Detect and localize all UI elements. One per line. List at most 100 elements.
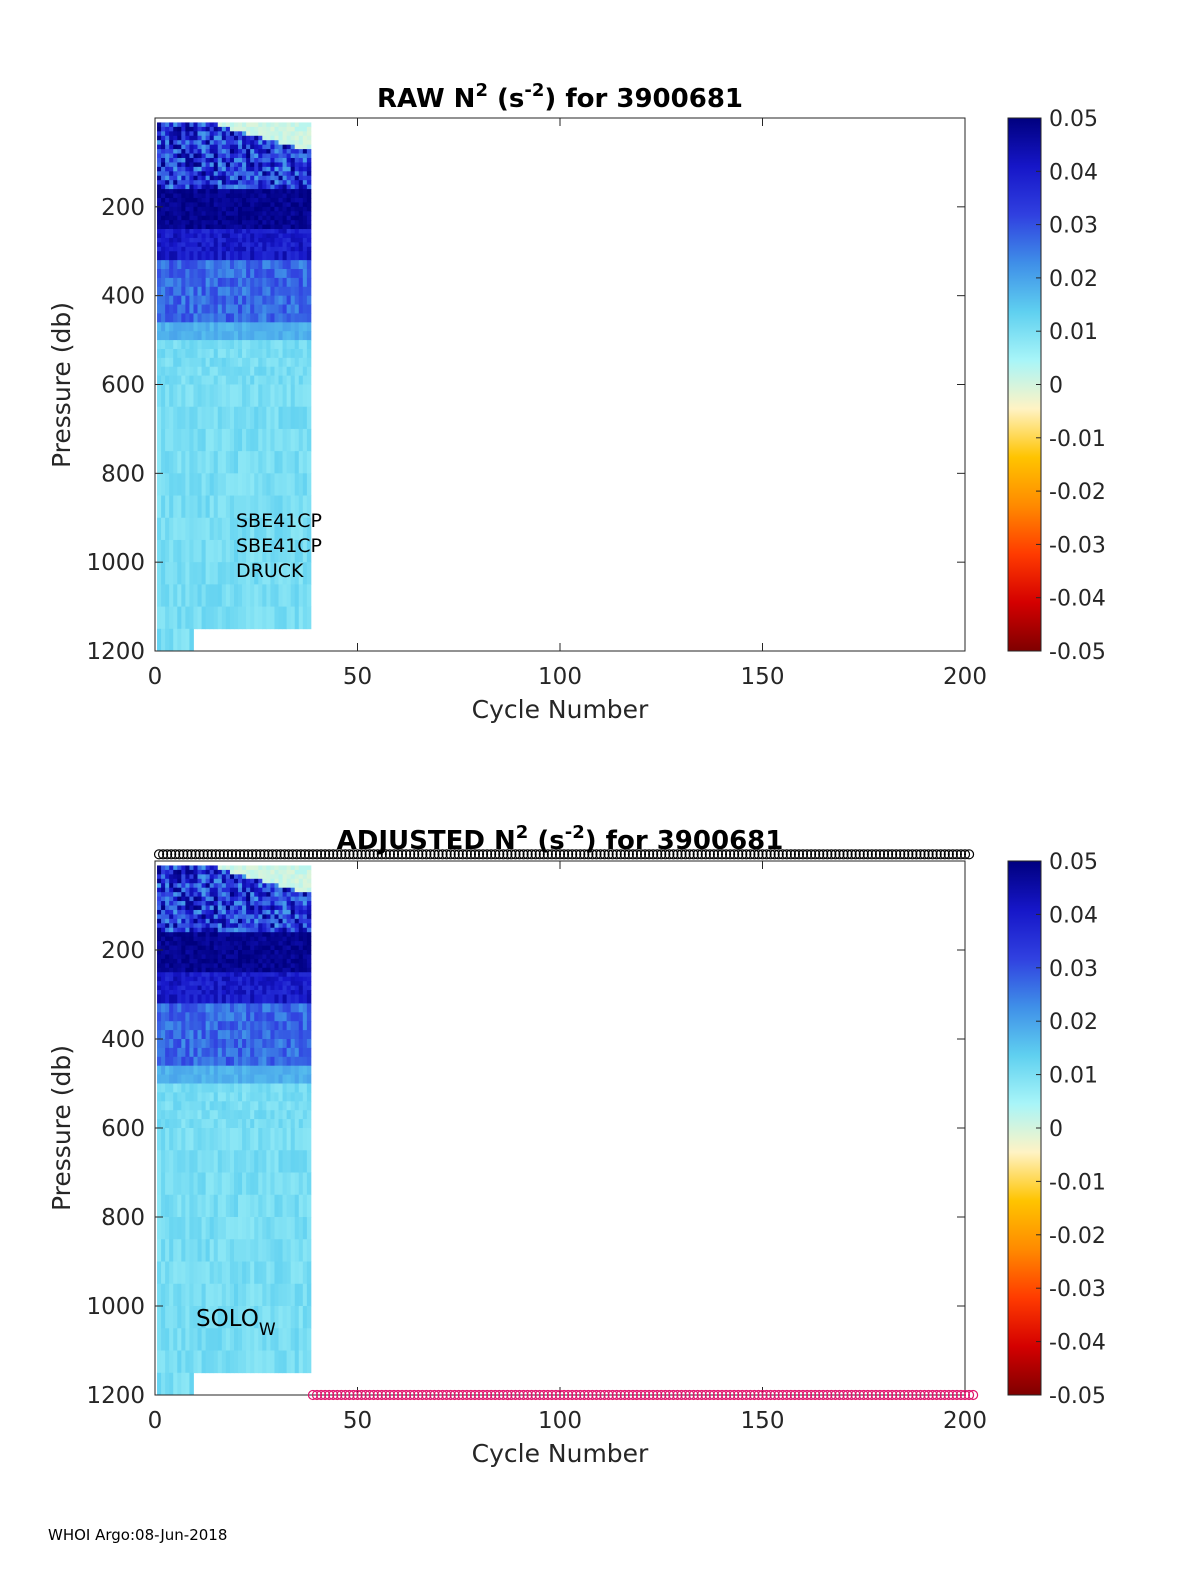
heatmap-cell	[262, 1056, 267, 1067]
cycle-marker	[939, 1389, 950, 1401]
heatmap-cell	[290, 1128, 296, 1151]
heatmap-cell	[262, 451, 267, 474]
heatmap-cell	[221, 1092, 227, 1102]
heatmap-cell	[302, 1283, 308, 1307]
heatmap-cell	[169, 153, 174, 159]
heatmap-cell	[286, 157, 292, 163]
heatmap-cell	[185, 322, 190, 332]
heatmap-cell	[173, 122, 178, 128]
heatmap-cell	[290, 1039, 296, 1049]
heatmap-cell	[306, 246, 312, 252]
heatmap-cell	[177, 985, 182, 991]
heatmap-cell	[298, 1030, 304, 1040]
heatmap-cell	[286, 878, 292, 884]
heatmap-cell	[193, 157, 198, 163]
heatmap-cell	[302, 348, 308, 359]
heatmap-cell	[233, 1056, 239, 1067]
cycle-marker	[635, 1389, 647, 1401]
heatmap-cell	[238, 162, 243, 168]
heatmap-cell	[278, 896, 283, 902]
heatmap-cell	[298, 963, 304, 969]
heatmap-cell	[221, 918, 227, 924]
heatmap-cell	[177, 1150, 182, 1173]
heatmap-cell	[278, 331, 283, 341]
heatmap-cell	[274, 242, 279, 248]
heatmap-cell	[165, 517, 170, 541]
heatmap-cell	[201, 1092, 207, 1102]
heatmap-cell	[201, 517, 207, 541]
heatmap-cell	[181, 1092, 186, 1102]
heatmap-cell	[262, 348, 267, 359]
heatmap-cell	[294, 606, 300, 630]
heatmap-cell	[282, 945, 288, 951]
heatmap-cell	[229, 242, 235, 248]
heatmap-cell	[229, 166, 235, 172]
heatmap-cell	[157, 135, 162, 141]
heatmap-cell	[306, 153, 312, 159]
heatmap-cell	[201, 246, 207, 252]
heatmap-cell	[169, 295, 174, 305]
heatmap-cell	[306, 331, 312, 341]
cycle-marker	[263, 849, 274, 860]
heatmap-cell	[262, 233, 267, 239]
heatmap-cell	[282, 277, 288, 288]
heatmap-cell	[258, 927, 263, 933]
heatmap-cell	[189, 357, 194, 368]
heatmap-cell	[205, 366, 211, 377]
heatmap-cell	[205, 131, 211, 137]
cycle-marker	[611, 849, 622, 860]
heatmap-cell	[173, 286, 178, 297]
heatmap-cell	[274, 229, 279, 234]
cycle-marker	[506, 849, 517, 860]
heatmap-cell	[270, 606, 275, 630]
heatmap-cell	[225, 1030, 231, 1040]
heatmap-cell	[217, 932, 223, 938]
heatmap-cell	[270, 166, 275, 172]
heatmap-cell	[270, 495, 275, 519]
heatmap-cell	[205, 1083, 211, 1093]
heatmap-cell	[306, 357, 312, 368]
heatmap-cell	[266, 251, 271, 261]
cycle-marker	[959, 1389, 971, 1401]
heatmap-cell	[201, 1101, 207, 1111]
heatmap-cell	[262, 180, 267, 186]
heatmap-cell	[185, 1261, 190, 1285]
heatmap-cell	[201, 1283, 207, 1307]
heatmap-cell	[238, 1261, 243, 1285]
heatmap-cell	[282, 1003, 288, 1013]
heatmap-cell	[193, 932, 198, 938]
heatmap-cell	[193, 184, 198, 190]
cycle-marker	[635, 849, 647, 860]
heatmap-cell	[177, 1194, 182, 1218]
cycle-marker	[449, 1389, 460, 1401]
heatmap-cell	[306, 1283, 312, 1307]
heatmap-cell	[209, 140, 215, 146]
heatmap-cell	[169, 229, 174, 234]
heatmap-cell	[221, 1239, 227, 1262]
heatmap-cell	[205, 918, 211, 924]
heatmap-cell	[221, 197, 227, 203]
heatmap-cell	[189, 180, 194, 186]
heatmap-cell	[254, 211, 259, 217]
heatmap-cell	[189, 202, 194, 208]
heatmap-cell	[246, 1119, 251, 1129]
heatmap-cell	[294, 451, 300, 474]
heatmap-cell	[258, 260, 263, 270]
heatmap-cell	[233, 122, 239, 128]
heatmap-cell	[266, 166, 271, 172]
heatmap-cell	[250, 887, 255, 893]
heatmap-cell	[205, 495, 211, 519]
heatmap-cell	[209, 1056, 215, 1067]
heatmap-cell	[258, 269, 263, 279]
heatmap-cell	[246, 149, 251, 154]
heatmap-cell	[254, 304, 259, 314]
heatmap-cell	[193, 874, 198, 880]
heatmap-cell	[165, 1306, 170, 1329]
heatmap-cell	[221, 945, 227, 951]
heatmap-cell	[225, 909, 231, 915]
heatmap-cell	[294, 923, 300, 929]
heatmap-cell	[246, 242, 251, 248]
heatmap-cell	[290, 144, 296, 150]
heatmap-cell	[217, 1283, 223, 1307]
heatmap-cell	[233, 144, 239, 150]
